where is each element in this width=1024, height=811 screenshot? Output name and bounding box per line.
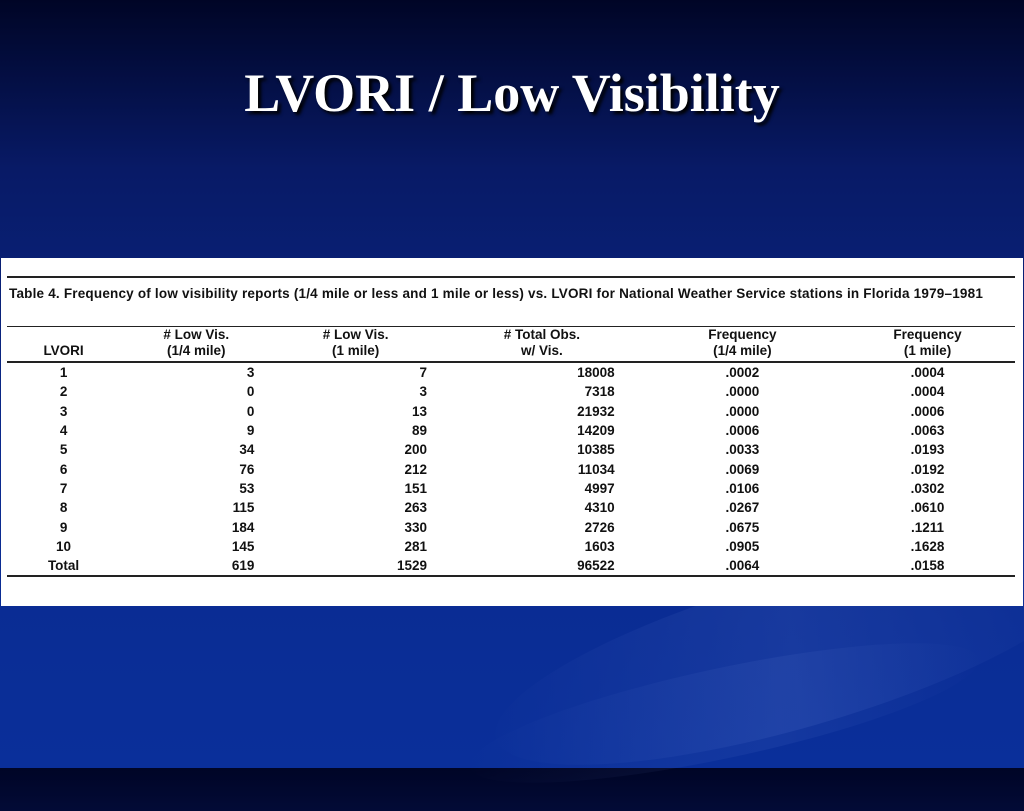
table-cell: .0675 xyxy=(725,519,760,535)
table-cell: .0610 xyxy=(910,500,945,516)
table-cell: 3 xyxy=(246,365,255,381)
table-body: 1 3 7 18008.0002.0004 2 0 3 7318.0000.0004 3 0 13 2… xyxy=(7,362,1015,578)
table-cell: 76 xyxy=(239,461,255,477)
table-cell: 9 xyxy=(59,519,68,535)
table-cell: 330 xyxy=(404,519,427,535)
header-label: Frequency (1 mile) xyxy=(893,327,962,358)
table-cell: 7 xyxy=(59,480,68,496)
table-cell: .0267 xyxy=(725,500,760,516)
table-cell: 96522 xyxy=(438,555,645,578)
table-row: Total 619 1529 96522.0064.0158 xyxy=(7,555,1015,578)
header-label: LVORI xyxy=(43,343,84,358)
table-cell: 14209 xyxy=(577,423,615,439)
table-cell: .0192 xyxy=(910,461,945,477)
table-cell: 9 xyxy=(246,423,255,439)
table-cell: .0193 xyxy=(910,442,945,458)
table-cell: .0033 xyxy=(725,442,760,458)
table-cell: 0 xyxy=(246,384,255,400)
slide-title: LVORI / Low Visibility xyxy=(244,63,780,123)
table-cell: .1211 xyxy=(911,519,945,535)
table-cell: 13 xyxy=(411,403,427,419)
table-row: 1 3 7 18008 .0002 .0004 xyxy=(7,362,1015,382)
table-cell: 0 xyxy=(246,403,255,419)
table-top-rule xyxy=(7,276,1015,278)
table-cell: 1529 xyxy=(272,555,439,578)
table-cell: 281 xyxy=(404,538,427,554)
table-cell: .0006 xyxy=(910,403,945,419)
frequency-table: LVORI # Low Vis. (1/4 mile) # Low Vis. (1 … xyxy=(7,326,1015,578)
table-cell: 21932 xyxy=(577,403,615,419)
table-row: 3 0 13 21932 .0000 .0006 xyxy=(7,402,1015,421)
table-cell: 2 xyxy=(59,384,68,400)
table-cell: 1603 xyxy=(584,538,615,554)
table-cell: .1628 xyxy=(910,538,945,554)
table-cell: .0000 xyxy=(725,384,760,400)
table-cell: 53 xyxy=(239,480,255,496)
column-header: # Low Vis. (1/4 mile) xyxy=(120,326,273,363)
table-cell: 8 xyxy=(59,500,68,516)
table-image: Table 4. Frequency of low visibility rep… xyxy=(1,258,1023,606)
table-row: 4 9 89 14209 .0006 .0063 xyxy=(7,421,1015,440)
table-cell: .0006 xyxy=(725,423,760,439)
table-row: 2 0 3 7318 .0000 .0004 xyxy=(7,382,1015,401)
table-cell: .0905 xyxy=(725,538,760,554)
table-row: 7 53 151 4997 .0106 .0302 xyxy=(7,479,1015,498)
table-cell: .0004 xyxy=(910,384,945,400)
table-cell: 34 xyxy=(239,442,255,458)
table-cell: 10385 xyxy=(577,442,615,458)
table-row: 10 145 281 1603 .0905 .1628 xyxy=(7,537,1015,556)
table-cell: 18008 xyxy=(577,365,615,381)
table-cell: .0000 xyxy=(725,403,760,419)
table-cell: .0302 xyxy=(910,480,945,496)
column-header: # Low Vis. (1 mile) xyxy=(272,326,439,363)
table-cell: .0064 xyxy=(644,555,841,578)
table-cell: 4310 xyxy=(584,500,615,516)
table-row: 6 76 212 11034 .0069 .0192 xyxy=(7,459,1015,478)
table-cell: 3 xyxy=(59,403,68,419)
table-cell: 184 xyxy=(231,519,255,535)
table-cell: 263 xyxy=(404,500,427,516)
table-cell: 10 xyxy=(56,538,72,554)
table-cell: 151 xyxy=(404,480,427,496)
column-header: Frequency (1 mile) xyxy=(840,326,1015,363)
column-header: LVORI xyxy=(7,326,121,363)
table-cell: .0004 xyxy=(910,365,945,381)
table-header-row: LVORI # Low Vis. (1/4 mile) # Low Vis. (1 … xyxy=(7,326,1015,363)
table-row: 8 115 263 4310 .0267 .0610 xyxy=(7,498,1015,517)
table-cell: .0069 xyxy=(725,461,760,477)
table-cell: 200 xyxy=(404,442,427,458)
column-header: # Total Obs. w/ Vis. xyxy=(438,326,645,363)
table-row: 9 184 330 2726 .0675 .1211 xyxy=(7,517,1015,536)
table-cell: 145 xyxy=(231,538,255,554)
table-cell: 7318 xyxy=(584,384,615,400)
table-cell: 89 xyxy=(411,423,427,439)
table-cell: 3 xyxy=(419,384,427,400)
table-cell: 619 xyxy=(120,555,273,578)
table-cell: 6 xyxy=(59,461,68,477)
table-cell: 212 xyxy=(404,461,427,477)
table-cell: .0063 xyxy=(910,423,945,439)
header-label: Frequency (1/4 mile) xyxy=(708,327,777,358)
header-label: # Low Vis. (1 mile) xyxy=(322,327,389,358)
table-cell: 1 xyxy=(59,365,68,381)
table-row: 5 34 200 10385 .0033 .0193 xyxy=(7,440,1015,459)
header-label: # Low Vis. (1/4 mile) xyxy=(163,327,230,358)
column-header: Frequency (1/4 mile) xyxy=(644,326,841,363)
table-cell: 2726 xyxy=(584,519,615,535)
table-cell: 4 xyxy=(59,423,68,439)
header-label: # Total Obs. w/ Vis. xyxy=(503,327,580,358)
table-caption: Table 4. Frequency of low visibility rep… xyxy=(9,286,984,301)
table-cell: .0002 xyxy=(725,365,760,381)
table-cell: 4997 xyxy=(584,480,615,496)
table-cell: 11034 xyxy=(577,461,615,477)
table-cell: Total xyxy=(7,555,121,578)
table-cell: 5 xyxy=(59,442,68,458)
table-cell: 115 xyxy=(232,500,255,516)
table-cell: .0158 xyxy=(840,555,1015,578)
table-cell: 7 xyxy=(419,365,427,381)
table-cell: .0106 xyxy=(725,480,760,496)
